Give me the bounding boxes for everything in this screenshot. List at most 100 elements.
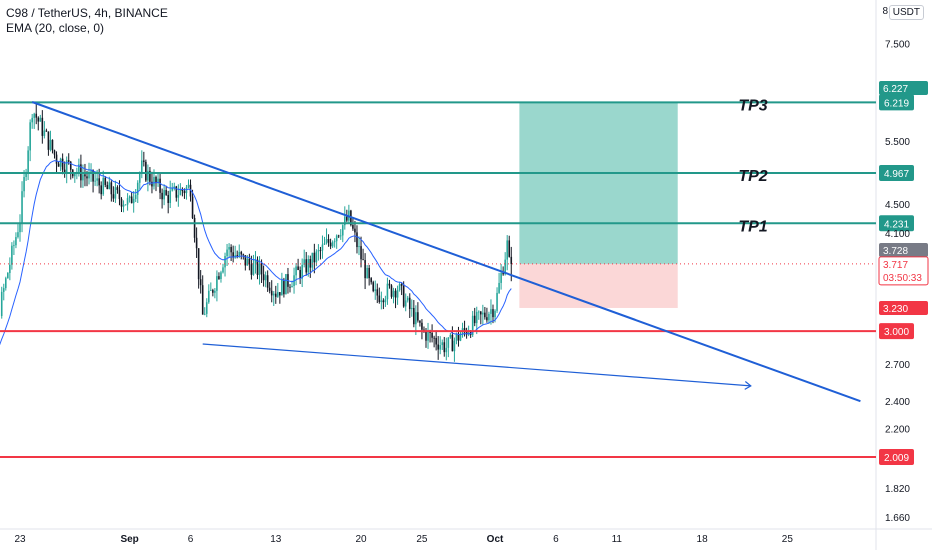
- candle[interactable]: [396, 285, 399, 305]
- candle[interactable]: [39, 114, 42, 122]
- candle[interactable]: [7, 272, 9, 279]
- currency-button[interactable]: USDT: [888, 5, 924, 20]
- candle[interactable]: [455, 332, 458, 345]
- candle[interactable]: [394, 288, 397, 309]
- candle[interactable]: [441, 339, 444, 350]
- candle[interactable]: [339, 229, 342, 240]
- ema-20-line[interactable]: [0, 160, 512, 385]
- candle[interactable]: [392, 287, 395, 304]
- candle[interactable]: [404, 293, 407, 312]
- candle[interactable]: [408, 293, 411, 318]
- candle[interactable]: [406, 295, 409, 303]
- candle[interactable]: [335, 234, 338, 249]
- candle[interactable]: [435, 330, 437, 351]
- candle[interactable]: [104, 176, 107, 188]
- candle[interactable]: [415, 305, 417, 336]
- candle[interactable]: [120, 197, 123, 212]
- candle[interactable]: [344, 206, 346, 230]
- candle[interactable]: [27, 146, 29, 181]
- candle[interactable]: [53, 149, 56, 159]
- candle[interactable]: [84, 163, 86, 187]
- candle[interactable]: [486, 307, 488, 323]
- candle[interactable]: [201, 275, 204, 315]
- candle[interactable]: [248, 253, 251, 271]
- candle[interactable]: [309, 255, 312, 278]
- candle[interactable]: [177, 184, 180, 207]
- candle[interactable]: [37, 116, 40, 131]
- stop-loss-zone[interactable]: [519, 263, 678, 308]
- candle[interactable]: [433, 335, 435, 348]
- candle[interactable]: [327, 234, 330, 247]
- candle[interactable]: [242, 253, 245, 260]
- candle[interactable]: [112, 186, 115, 202]
- candle[interactable]: [417, 302, 419, 323]
- candle[interactable]: [410, 299, 413, 317]
- candle[interactable]: [289, 284, 291, 293]
- candle[interactable]: [354, 220, 356, 243]
- candle[interactable]: [274, 285, 277, 304]
- candle[interactable]: [163, 184, 165, 206]
- candle[interactable]: [171, 182, 174, 192]
- candle[interactable]: [169, 180, 172, 208]
- candle[interactable]: [116, 185, 119, 194]
- candle[interactable]: [65, 156, 68, 184]
- candle[interactable]: [443, 336, 446, 357]
- candle[interactable]: [252, 254, 255, 276]
- ema-indicator-label[interactable]: EMA (20, close, 0): [6, 21, 105, 35]
- candle[interactable]: [496, 287, 498, 313]
- candle[interactable]: [61, 153, 64, 175]
- candle[interactable]: [19, 214, 21, 242]
- candle[interactable]: [279, 292, 281, 304]
- candle[interactable]: [195, 227, 198, 258]
- candle[interactable]: [33, 112, 36, 129]
- candle[interactable]: [207, 284, 210, 304]
- candle[interactable]: [134, 188, 137, 203]
- candle[interactable]: [130, 192, 133, 204]
- candle[interactable]: [138, 171, 141, 190]
- trendline-descending-resistance[interactable]: [31, 101, 861, 403]
- candle[interactable]: [488, 311, 490, 324]
- candle[interactable]: [299, 266, 301, 285]
- candle[interactable]: [256, 256, 259, 280]
- candle[interactable]: [370, 277, 372, 285]
- candle[interactable]: [244, 255, 247, 271]
- candle[interactable]: [167, 190, 169, 214]
- candle[interactable]: [323, 236, 326, 246]
- candle[interactable]: [333, 238, 336, 248]
- candle[interactable]: [325, 228, 328, 245]
- candle[interactable]: [277, 283, 279, 298]
- candle[interactable]: [477, 310, 480, 320]
- candle[interactable]: [337, 234, 340, 239]
- candle[interactable]: [9, 257, 11, 281]
- candle[interactable]: [43, 121, 46, 139]
- candle[interactable]: [378, 287, 381, 304]
- candle[interactable]: [214, 287, 216, 299]
- candle[interactable]: [260, 259, 263, 283]
- candle[interactable]: [482, 304, 484, 325]
- candle[interactable]: [303, 249, 305, 268]
- candle[interactable]: [264, 271, 267, 288]
- candle[interactable]: [331, 240, 334, 248]
- candle[interactable]: [57, 161, 60, 167]
- candle[interactable]: [366, 265, 368, 279]
- candle[interactable]: [402, 281, 405, 308]
- candle[interactable]: [307, 255, 310, 277]
- candle[interactable]: [47, 131, 50, 156]
- candle[interactable]: [449, 332, 452, 339]
- candle[interactable]: [41, 110, 44, 144]
- candle[interactable]: [439, 336, 442, 355]
- candle[interactable]: [459, 332, 462, 342]
- candle[interactable]: [398, 281, 401, 292]
- candle[interactable]: [498, 272, 500, 294]
- candle[interactable]: [110, 180, 113, 202]
- candle[interactable]: [2, 283, 5, 301]
- candle[interactable]: [147, 164, 149, 192]
- trendline-lower-wedge-line[interactable]: [202, 343, 751, 387]
- candle[interactable]: [157, 172, 159, 187]
- candle[interactable]: [185, 184, 188, 200]
- candle[interactable]: [13, 240, 15, 256]
- candle[interactable]: [283, 277, 285, 298]
- candle[interactable]: [31, 113, 33, 129]
- candle[interactable]: [321, 235, 324, 259]
- candle[interactable]: [364, 253, 366, 290]
